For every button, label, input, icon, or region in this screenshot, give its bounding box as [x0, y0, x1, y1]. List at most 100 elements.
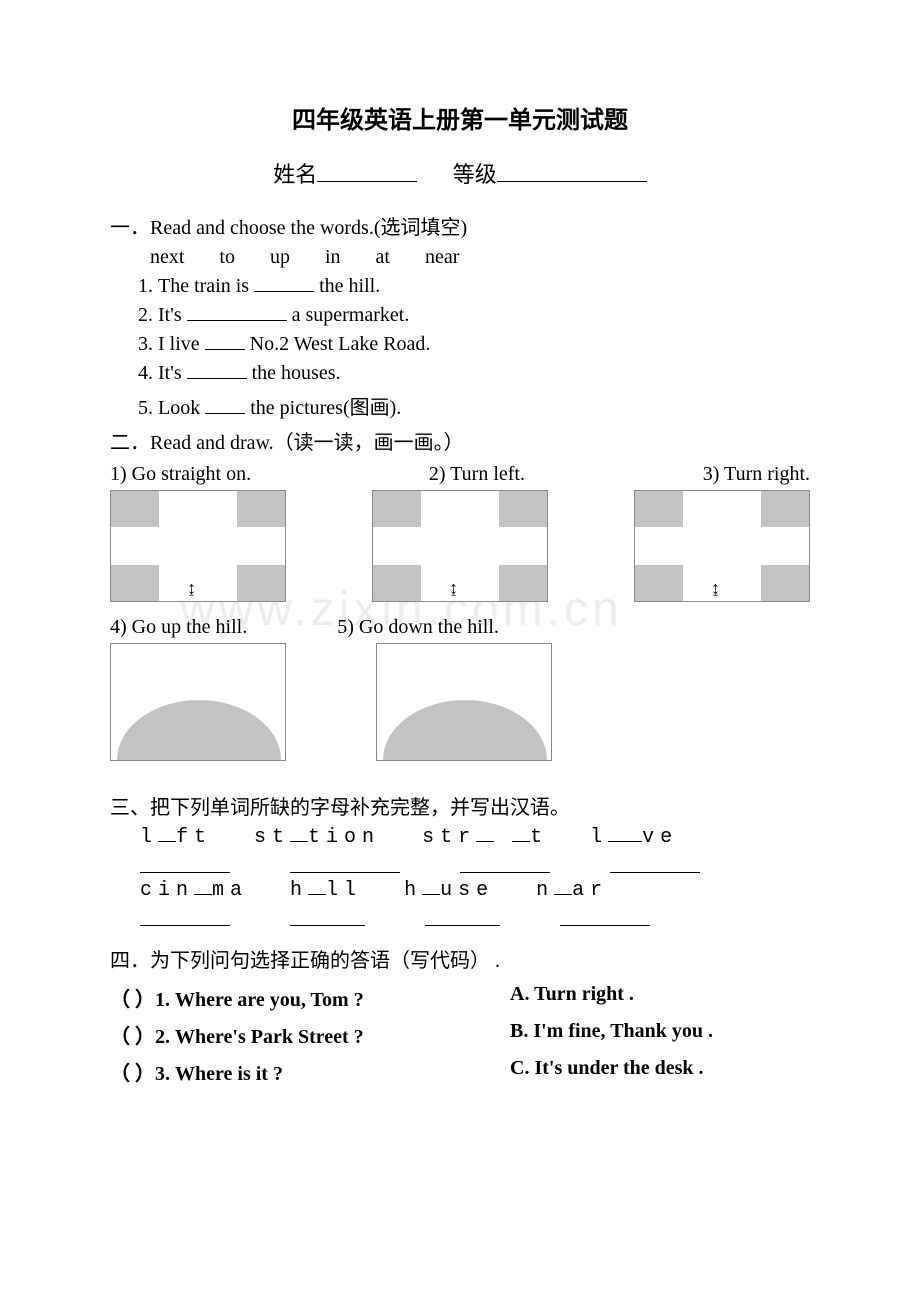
s1-q3b: No.2 West Lake Road. — [245, 333, 431, 355]
letter-blank[interactable] — [554, 894, 572, 895]
w7b: use — [440, 879, 494, 902]
letter-blank[interactable] — [308, 894, 326, 895]
hill-box-2 — [376, 643, 552, 761]
w2a: st — [254, 826, 290, 849]
answer-blank[interactable] — [140, 855, 230, 873]
answer-blank[interactable] — [460, 855, 550, 873]
gray-block — [237, 565, 285, 601]
section2-captions-row1: 1) Go straight on. 2) Turn left. 3) Turn… — [110, 463, 810, 486]
hill-diagram-row — [110, 643, 810, 761]
w4a: l — [590, 826, 608, 849]
answer-blank[interactable] — [140, 908, 230, 926]
s1-q2a: It's — [158, 304, 187, 326]
answer-blank[interactable] — [425, 908, 500, 926]
w4b: ve — [642, 826, 678, 849]
grade-blank[interactable] — [497, 181, 647, 182]
section3-heading: 三、把下列单词所缺的字母补充完整，并写出汉语。 — [110, 791, 810, 820]
s4-q3: （ ）3. Where is it ? — [110, 1057, 510, 1086]
s4-a2: B. I'm fine, Thank you . — [510, 1020, 713, 1049]
answer-blank[interactable] — [290, 908, 365, 926]
w3b: t — [530, 826, 548, 849]
w7a: h — [404, 879, 422, 902]
s4-row1: （ ）1. Where are you, Tom ? A. Turn right… — [110, 983, 810, 1012]
s4-row3: （ ）3. Where is it ? C. It's under the de… — [110, 1057, 810, 1086]
hill-box-1 — [110, 643, 286, 761]
name-label: 姓名 — [273, 162, 317, 187]
section3-blanks-row1 — [110, 855, 810, 873]
s1-blank1[interactable] — [254, 291, 314, 292]
arrow-icon: ↨ — [711, 579, 720, 597]
name-blank[interactable] — [317, 181, 417, 182]
letter-blank[interactable] — [476, 841, 494, 842]
s1-q1: The train is the hill. — [158, 275, 810, 298]
w8b: ar — [572, 879, 608, 902]
w8a: n — [536, 879, 554, 902]
gray-block — [499, 491, 547, 527]
page-title: 四年级英语上册第一单元测试题 — [110, 100, 810, 135]
s1-blank3[interactable] — [205, 349, 245, 350]
hill-shape — [117, 700, 281, 761]
section3-blanks-row2 — [110, 908, 810, 926]
letter-blank[interactable] — [194, 894, 212, 895]
cross-box-1: ↨ — [110, 490, 286, 602]
section3-words-row1: lft sttion str t l ve — [110, 826, 810, 849]
w3a: str — [422, 826, 476, 849]
gray-block — [111, 565, 159, 601]
gray-block — [761, 565, 809, 601]
w1a: l — [140, 826, 158, 849]
letter-blank[interactable] — [158, 841, 176, 842]
s4-a3: C. It's under the desk . — [510, 1057, 704, 1086]
word-street: str t — [422, 826, 548, 849]
word-hill: hll — [290, 879, 362, 902]
s1-q4: It's the houses. — [158, 362, 810, 385]
w6a: h — [290, 879, 308, 902]
answer-blank[interactable] — [290, 855, 400, 873]
word-cinema: cinma — [140, 879, 248, 902]
gray-block — [635, 565, 683, 601]
answer-blank[interactable] — [610, 855, 700, 873]
s1-blank2[interactable] — [187, 320, 287, 321]
s1-q5: Look the pictures(图画). — [158, 391, 810, 420]
s1-q3a: I live — [158, 333, 205, 355]
s4-a1: A. Turn right . — [510, 983, 634, 1012]
s1-q2: It's a supermarket. — [158, 304, 810, 327]
s2-c1: 1) Go straight on. — [110, 463, 251, 486]
word-station: sttion — [254, 826, 380, 849]
s2-c2: 2) Turn left. — [429, 463, 525, 486]
letter-blank[interactable] — [512, 841, 530, 842]
gray-block — [635, 491, 683, 527]
word-near: nar — [536, 879, 608, 902]
section2-heading: 二．Read and draw.（读一读，画一画。） — [110, 426, 810, 455]
letter-blank[interactable] — [422, 894, 440, 895]
s4-row2: （ ）2. Where's Park Street ? B. I'm fine,… — [110, 1020, 810, 1049]
gray-block — [111, 491, 159, 527]
gray-block — [373, 491, 421, 527]
cross-box-2: ↨ — [372, 490, 548, 602]
answer-blank[interactable] — [560, 908, 650, 926]
w5b: ma — [212, 879, 248, 902]
s1-q3: I live No.2 West Lake Road. — [158, 333, 810, 356]
s1-q5b: the pictures(图画). — [245, 397, 401, 419]
s2-c5: 5) Go down the hill. — [337, 616, 499, 639]
s1-blank4[interactable] — [187, 378, 247, 379]
name-grade-line: 姓名 等级 — [110, 157, 810, 189]
word-left: lft — [140, 826, 212, 849]
arrow-icon: ↨ — [449, 579, 458, 597]
s1-q1a: The train is — [158, 275, 254, 297]
gray-block — [373, 565, 421, 601]
section2-captions-row2: 4) Go up the hill. 5) Go down the hill. — [110, 616, 810, 639]
grade-label: 等级 — [453, 162, 497, 187]
gray-block — [499, 565, 547, 601]
w2b: tion — [308, 826, 380, 849]
gray-block — [761, 491, 809, 527]
s2-c3: 3) Turn right. — [703, 463, 810, 486]
s1-q1b: the hill. — [314, 275, 380, 297]
cross-diagram-row: ↨ ↨ ↨ — [110, 490, 810, 602]
gray-block — [237, 491, 285, 527]
cross-box-3: ↨ — [634, 490, 810, 602]
section3-words-row2: cinma hll huse nar — [110, 879, 810, 902]
letter-blank[interactable] — [290, 841, 308, 842]
letter-blank[interactable] — [608, 841, 642, 842]
w5a: cin — [140, 879, 194, 902]
s1-blank5[interactable] — [205, 413, 245, 414]
